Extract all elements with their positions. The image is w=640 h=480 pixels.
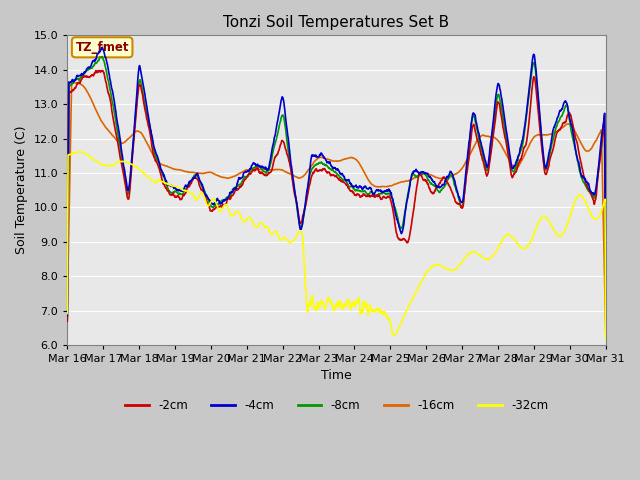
Legend: -2cm, -4cm, -8cm, -16cm, -32cm: -2cm, -4cm, -8cm, -16cm, -32cm bbox=[120, 394, 553, 416]
Title: Tonzi Soil Temperatures Set B: Tonzi Soil Temperatures Set B bbox=[223, 15, 449, 30]
X-axis label: Time: Time bbox=[321, 370, 352, 383]
Text: TZ_fmet: TZ_fmet bbox=[76, 41, 129, 54]
Y-axis label: Soil Temperature (C): Soil Temperature (C) bbox=[15, 126, 28, 254]
